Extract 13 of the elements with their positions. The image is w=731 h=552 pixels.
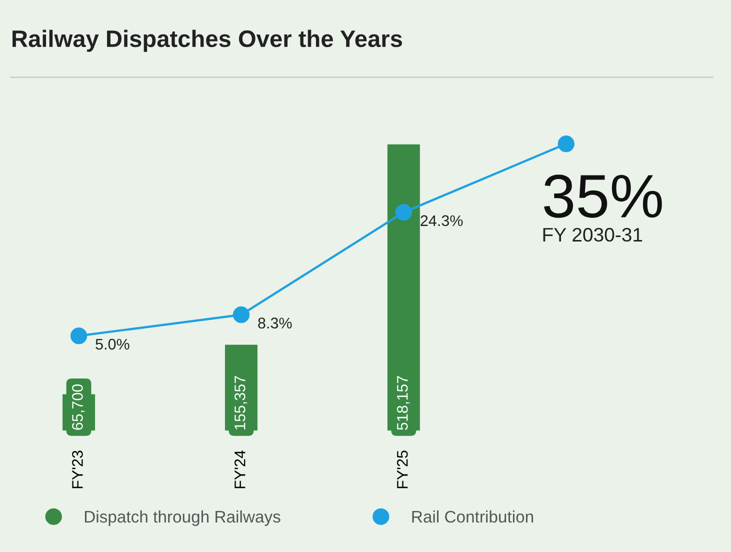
data-label: 8.3% [258, 318, 292, 328]
data-label: 35% [544, 174, 662, 218]
data-label: 5.0% [96, 338, 130, 350]
data-label: 155,357 [234, 376, 248, 430]
chart-title: Railway Dispatches Over the Years [12, 30, 402, 52]
legend-label: Dispatch through Railways [84, 510, 280, 526]
data-label: 518,157 [396, 376, 410, 430]
x-tick-label: FY'23 [72, 450, 83, 488]
legend-label: Rail Contribution [412, 510, 534, 523]
data-label: 24.3% [420, 215, 463, 226]
x-tick-label: FY'25 [396, 450, 408, 488]
x-tick-label: FY'24 [234, 450, 246, 488]
x-tick-label: FY 2030-31 [543, 228, 642, 242]
